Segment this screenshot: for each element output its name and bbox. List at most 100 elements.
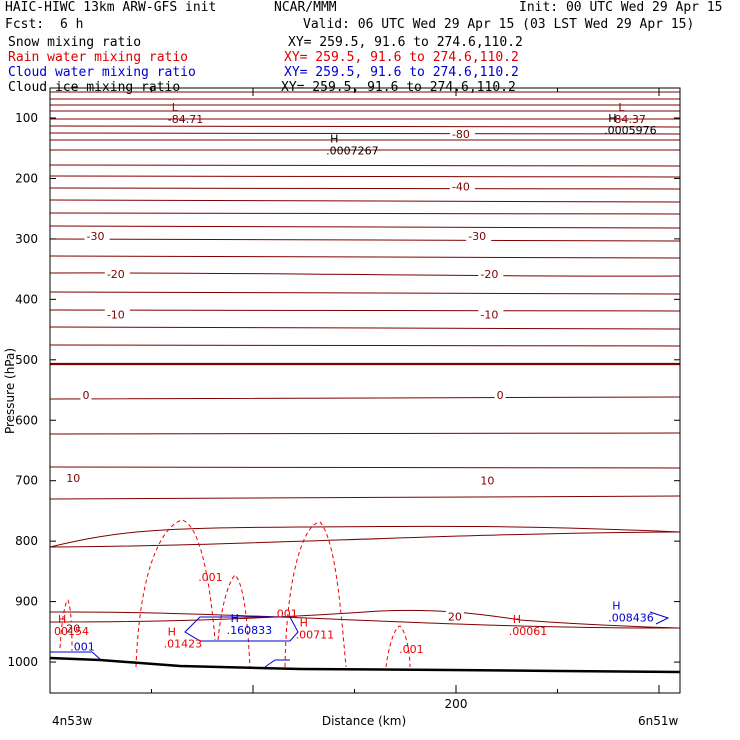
- extremum-value: -84.71: [168, 113, 203, 126]
- isotherm-line: [49, 291, 681, 295]
- y-tick-label: 100: [15, 111, 38, 125]
- isotherm-label: -40: [452, 181, 470, 194]
- isotherm-label: 20: [66, 622, 80, 635]
- isotherm-line: [49, 344, 681, 347]
- y-tick-label: 200: [15, 171, 38, 185]
- rain-contour-label: .001: [273, 607, 298, 620]
- isotherm-line: [49, 125, 681, 128]
- extremum-value: .0005976: [604, 124, 657, 137]
- field-xy-ice: XY= 259.5, 91.6 to 274.6,110.2: [281, 80, 516, 95]
- x-start-label: 4n53w: [52, 714, 93, 728]
- rain-contour: [59, 599, 73, 649]
- extremum-value: .0007267: [326, 144, 379, 157]
- extremum-marker: H: [608, 112, 616, 125]
- isotherm-line: [49, 609, 681, 629]
- isotherm-line: [49, 466, 681, 469]
- forecast-label: Fcst:: [5, 17, 45, 32]
- isotherm-line: [49, 396, 681, 400]
- isotherm-line: [49, 432, 681, 435]
- isotherm-label: 10: [480, 474, 494, 487]
- isotherm-label: 0: [497, 389, 504, 402]
- extremum-value: .00711: [296, 629, 335, 642]
- valid-time: Valid: 06 UTC Wed 29 Apr 15 (03 LST Wed …: [303, 17, 695, 32]
- isotherm-line: [49, 175, 681, 178]
- x-tick-label: 200: [445, 697, 468, 711]
- label-background: [466, 230, 492, 242]
- isotherm-line: [49, 199, 681, 203]
- isotherm-line: [49, 104, 681, 106]
- isotherm-line: [49, 164, 681, 167]
- isotherm-label: -20: [107, 268, 125, 281]
- extremum-value: .008436: [608, 612, 654, 625]
- isotherm-line: [49, 238, 681, 242]
- field-xy-rain: XY= 259.5, 91.6 to 274.6,110.2: [284, 50, 519, 65]
- isotherm-line: [49, 525, 681, 548]
- extremum-marker: H: [231, 612, 239, 625]
- x-axis-label: Distance (km): [322, 714, 406, 728]
- rain-contour-label: .001: [399, 643, 424, 656]
- extremum-marker: H: [300, 617, 308, 630]
- extremum-marker: L: [172, 101, 179, 114]
- cloud-contour: [50, 651, 101, 660]
- forecast-hour: 6 h: [60, 17, 84, 32]
- label-background: [84, 230, 110, 242]
- hydrometeor-contours: [50, 519, 670, 668]
- cloud-contour: [649, 611, 670, 625]
- extremum-value: .00061: [509, 625, 548, 638]
- label-background: [494, 389, 506, 401]
- isotherm-label: -80: [452, 128, 470, 141]
- rain-contour: [284, 521, 347, 668]
- extremum-marker: H: [330, 132, 338, 145]
- isotherm-label: 20: [448, 610, 462, 623]
- isotherm-line: [49, 91, 681, 93]
- isotherm-line: [49, 326, 681, 330]
- center-label: NCAR/MMM: [274, 0, 337, 15]
- isotherm-line: [49, 149, 681, 151]
- rain-contour: [135, 519, 216, 668]
- extremum-value: 84.37: [614, 113, 646, 126]
- field-name-snow: Snow mixing ratio: [8, 35, 142, 50]
- isotherm-label: 0: [82, 389, 89, 402]
- field-name-cloud: Cloud water mixing ratio: [8, 65, 196, 80]
- label-background: [478, 474, 497, 486]
- label-background: [478, 268, 504, 280]
- y-tick-label: 600: [15, 413, 38, 427]
- cloud-contour: [184, 616, 299, 642]
- isotherm-line: [49, 132, 681, 135]
- isotherm-line: [49, 611, 681, 629]
- isotherm-line: [49, 531, 681, 548]
- label-background: [449, 180, 475, 192]
- extremum-marker: H: [58, 613, 66, 626]
- label-background: [80, 389, 92, 401]
- isotherm-label: 10: [66, 472, 80, 485]
- isotherm-line: [49, 212, 681, 215]
- isotherm-label: -30: [87, 230, 105, 243]
- label-background: [478, 308, 504, 320]
- isotherm-line: [49, 272, 681, 277]
- isotherm-label: -20: [480, 268, 498, 281]
- y-tick-label: 1000: [7, 655, 38, 669]
- plot-title: HAIC-HIWC 13km ARW-GFS init: [5, 0, 217, 15]
- isotherm-line: [49, 110, 681, 112]
- label-background: [64, 471, 83, 483]
- cloud-contour-label: .001: [70, 641, 95, 654]
- label-background: [449, 127, 475, 139]
- extremum-value: 00154: [54, 625, 89, 638]
- extremum-marker: L: [618, 101, 625, 114]
- isotherm-label: -30: [468, 230, 486, 243]
- isotherm-line: [49, 309, 681, 312]
- isotherm-line: [49, 255, 681, 259]
- init-time: Init: 00 UTC Wed 29 Apr 15: [519, 0, 723, 15]
- y-tick-label: 800: [15, 534, 38, 548]
- x-end-label: 6n51w: [638, 714, 679, 728]
- extremum-value: .160833: [227, 624, 272, 637]
- terrain-surface-line: [49, 656, 681, 674]
- isotherm-line: [49, 139, 681, 141]
- field-xy-snow: XY= 259.5, 91.6 to 274.6,110.2: [288, 35, 523, 50]
- field-name-rain: Rain water mixing ratio: [8, 50, 189, 65]
- extremum-value: .01423: [164, 638, 203, 651]
- isotherm-line: [49, 495, 681, 500]
- rain-contour: [385, 625, 411, 668]
- plot-frame: [49, 87, 681, 694]
- contour-labels: -80 -40 -30 -30 -20 -20 -10 -10 0 0 10 10 20 20 .001 .0…: [54, 101, 657, 656]
